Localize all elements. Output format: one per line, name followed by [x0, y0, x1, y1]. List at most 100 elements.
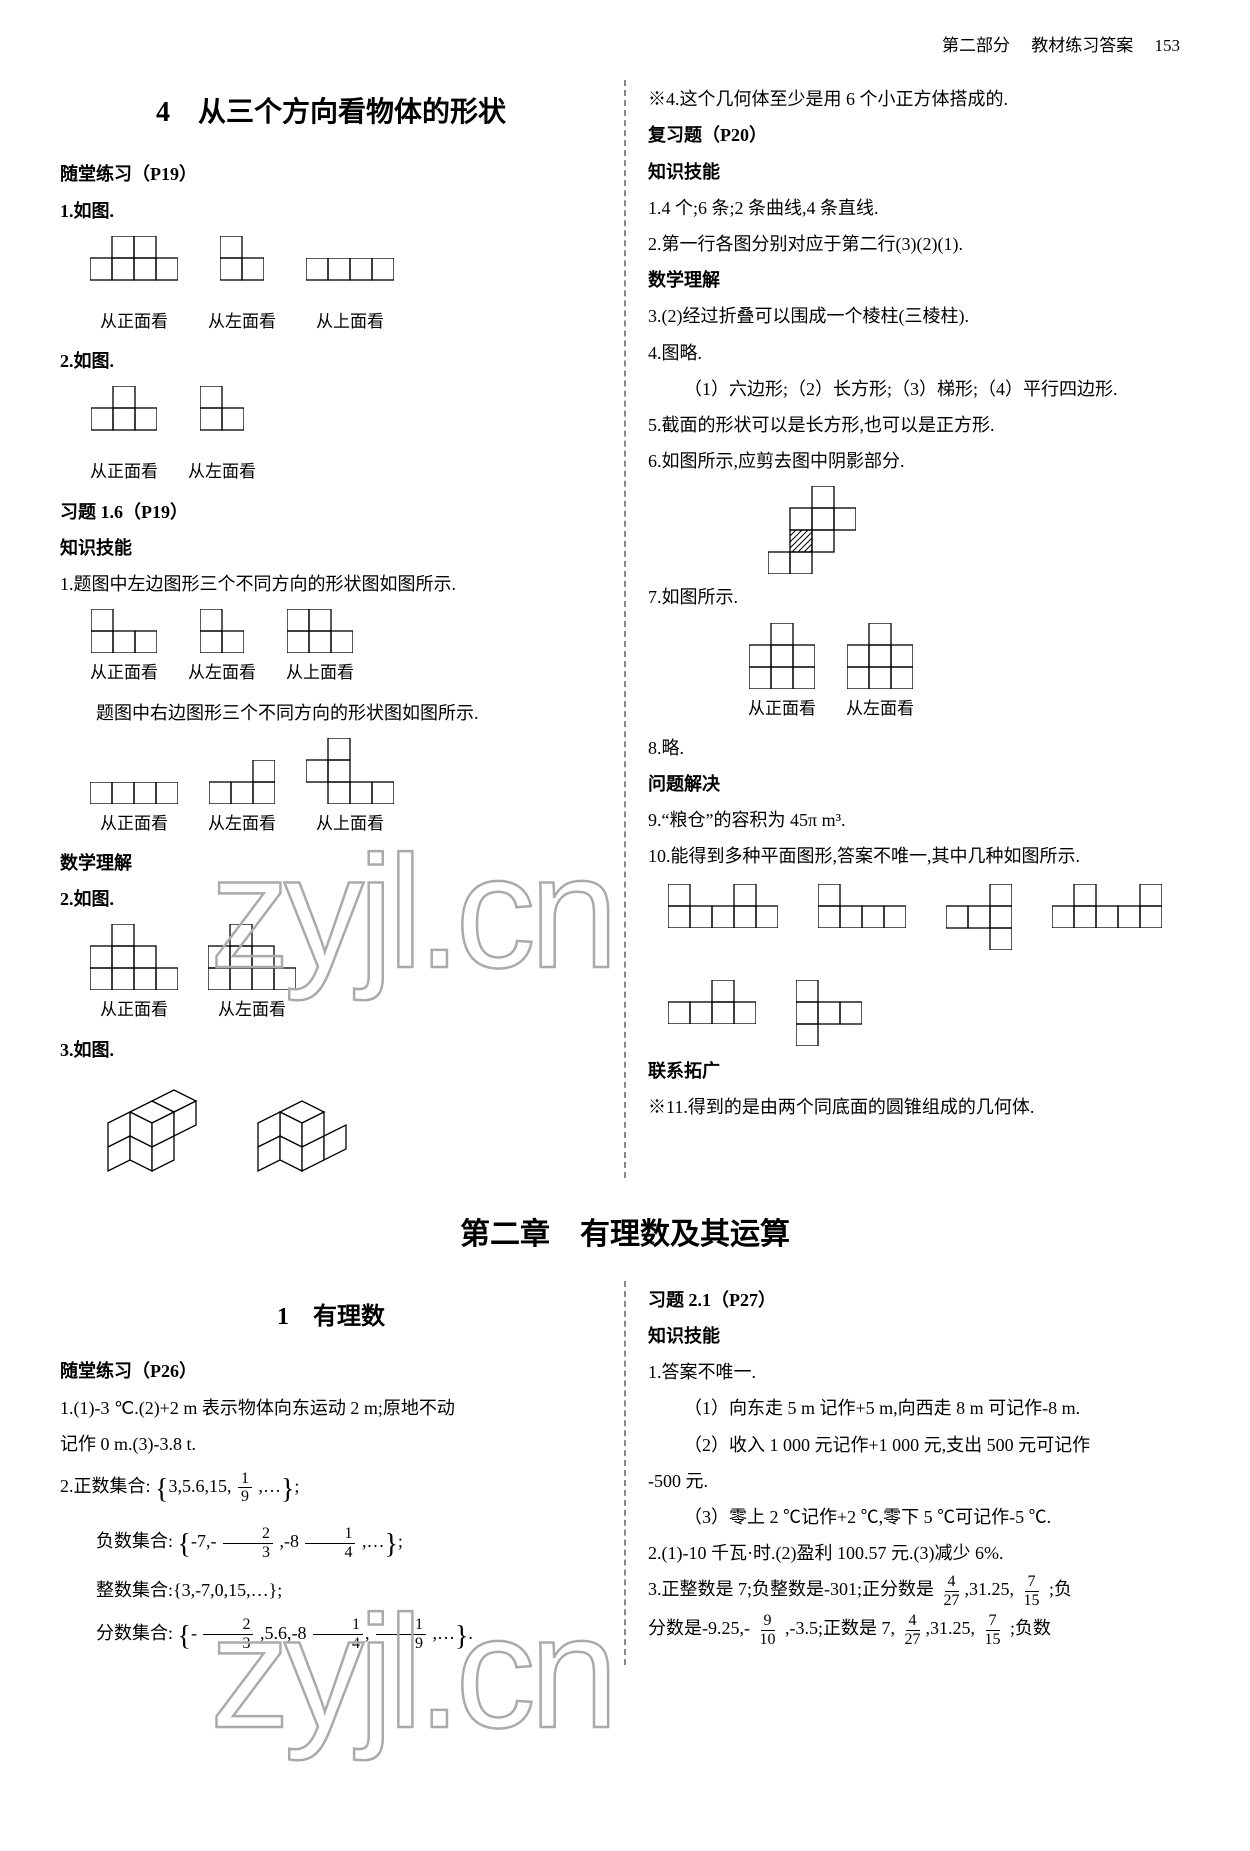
ex16-q1b-figs: 从正面看 从左面看 从上面看	[90, 738, 602, 840]
grid-shape	[847, 623, 913, 689]
grid-shape	[796, 980, 862, 1046]
s3q3-figs	[100, 1077, 602, 1172]
header-pagenum: 153	[1155, 36, 1181, 55]
review-q10: 10.能得到多种平面图形,答案不唯一,其中几种如图所示.	[648, 839, 1190, 873]
problem-solving: 问题解决	[648, 767, 1190, 801]
grid-shape	[768, 486, 856, 574]
cap-front: 从正面看	[90, 657, 158, 689]
review-q7: 7.如图所示.	[648, 580, 1190, 614]
grid-shape	[91, 386, 157, 452]
b-sub: 1 有理数	[60, 1295, 602, 1341]
q3a-text: 3.正整数是 7;负整数是-301;正分数是	[648, 1579, 934, 1599]
header-part: 第二部分	[942, 36, 1010, 55]
grid-shape	[306, 738, 394, 804]
q3b-text: ;负	[1049, 1579, 1072, 1599]
frac-n: 1	[238, 1470, 252, 1489]
review-heading: 知识技能	[648, 155, 1190, 189]
b-q2-pos: 2.正数集合: {3,5.6,15, 19 ,…};	[60, 1463, 602, 1516]
cap-front: 从正面看	[90, 456, 158, 488]
grid-shape	[90, 924, 178, 990]
ex16-q1b: 题图中右边图形三个不同方向的形状图如图所示.	[60, 696, 602, 730]
chapter-b-columns: 1 有理数 随堂练习（P26） 1.(1)-3 ℃.(2)+2 m 表示物体向东…	[60, 1281, 1190, 1665]
grid-shape	[200, 609, 244, 653]
chapter-b-title: 第二章 有理数及其运算	[60, 1206, 1190, 1263]
grid-shape	[749, 623, 815, 689]
chapter-a-title: 4 从三个方向看物体的形状	[60, 86, 602, 139]
cube-iso	[250, 1077, 360, 1172]
math-understand: 数学理解	[60, 846, 602, 880]
neg-prefix: 负数集合:	[96, 1531, 173, 1551]
s3q2-figs: 从正面看 从左面看	[90, 924, 602, 1026]
grid-shape	[200, 386, 244, 452]
q2-prefix: 2.正数集合:	[60, 1476, 151, 1496]
b-q2: 2.(1)-10 千瓦·时.(2)盈利 100.57 元.(3)减少 6%.	[648, 1536, 1190, 1570]
grid-shape	[90, 236, 178, 302]
ex16-q1: 1.题图中左边图形三个不同方向的形状图如图所示.	[60, 567, 602, 601]
review-q11: ※11.得到的是由两个同底面的圆锥组成的几何体.	[648, 1090, 1190, 1124]
b-left: 1 有理数 随堂练习（P26） 1.(1)-3 ℃.(2)+2 m 表示物体向东…	[60, 1281, 624, 1665]
q2-figures: 从正面看 从左面看	[90, 386, 602, 488]
grid-shape	[208, 924, 296, 990]
cap-left: 从左面看	[846, 693, 914, 725]
q6-fig	[768, 486, 1190, 574]
s3-q3: 3.如图.	[60, 1033, 602, 1067]
q2-text: 2.如图.	[60, 344, 602, 378]
link-expand: 联系拓广	[648, 1054, 1190, 1088]
b-ex21: 习题 2.1（P27）	[648, 1283, 1190, 1317]
grid-shape	[209, 760, 275, 804]
frac-d: 9	[238, 1488, 252, 1506]
b-heading: 知识技能	[648, 1319, 1190, 1353]
right-column: ※4.这个几何体至少是用 6 个小正方体搭成的. 复习题（P20） 知识技能 1…	[624, 80, 1190, 1178]
b-q1b: （2）收入 1 000 元记作+1 000 元,支出 500 元可记作	[648, 1428, 1190, 1462]
cap-left: 从左面看	[208, 808, 276, 840]
cap-front: 从正面看	[100, 994, 168, 1026]
b-q1b2: -500 元.	[648, 1464, 1190, 1498]
grid-shape	[668, 980, 756, 1024]
review-q2: 2.第一行各图分别对应于第二行(3)(2)(1).	[648, 227, 1190, 261]
cap-top: 从上面看	[286, 657, 354, 689]
practice-label: 随堂练习（P19）	[60, 157, 602, 191]
grid-shape	[91, 609, 157, 653]
review-q6: 6.如图所示,应剪去图中阴影部分.	[648, 444, 1190, 478]
cap-left: 从左面看	[218, 994, 286, 1026]
q7-figs: 从正面看 从左面看	[748, 623, 1190, 725]
s3-q2: 2.如图.	[60, 882, 602, 916]
review-q4b: （1）六边形;（2）长方形;（3）梯形;（4）平行四边形.	[648, 372, 1190, 406]
q3d-text: ,-3.5;正数是 7,	[785, 1618, 895, 1638]
cap-front: 从正面看	[748, 693, 816, 725]
q1-text: 1.如图.	[60, 194, 602, 228]
b-practice: 随堂练习（P26）	[60, 1354, 602, 1388]
b-q2-int: 整数集合:{3,-7,0,15,…};	[60, 1573, 602, 1607]
r-q4: ※4.这个几何体至少是用 6 个小正方体搭成的.	[648, 82, 1190, 116]
grid-shape	[287, 609, 353, 653]
review-q8: 8.略.	[648, 731, 1190, 765]
chapter-a-columns: 4 从三个方向看物体的形状 随堂练习（P19） 1.如图. 从正面看 从左面看	[60, 80, 1190, 1178]
cap-top: 从上面看	[316, 808, 384, 840]
cube-iso	[100, 1077, 210, 1172]
b-q2-neg: 负数集合: {-7,- 23 ,-8 14 ,…};	[60, 1518, 602, 1571]
review-q5: 5.截面的形状可以是长方形,也可以是正方形.	[648, 408, 1190, 442]
left-column: 4 从三个方向看物体的形状 随堂练习（P19） 1.如图. 从正面看 从左面看	[60, 80, 624, 1178]
ex16-q1-figs: 从正面看 从左面看 从上面看	[90, 609, 602, 689]
q10-figs	[668, 884, 1190, 1046]
grid-shape	[946, 884, 1012, 950]
cap-top: 从上面看	[316, 306, 384, 338]
frac-prefix: 分数集合:	[96, 1623, 173, 1643]
review-heading2: 数学理解	[648, 263, 1190, 297]
b-q3c: 分数是-9.25,- 910 ,-3.5;正数是 7, 427,31.25, 7…	[648, 1611, 1190, 1648]
b-right: 习题 2.1（P27） 知识技能 1.答案不唯一. （1）向东走 5 m 记作+…	[624, 1281, 1190, 1665]
q3e-text: ;负数	[1010, 1618, 1051, 1638]
cap-left: 从左面看	[188, 456, 256, 488]
review-q9: 9.“粮仓”的容积为 45π m³.	[648, 803, 1190, 837]
grid-shape	[818, 884, 906, 928]
header-label: 教材练习答案	[1031, 36, 1133, 55]
grid-shape	[668, 884, 778, 928]
ex16-heading: 知识技能	[60, 531, 602, 565]
q3c-text: 分数是-9.25,	[648, 1618, 744, 1638]
cap-left: 从左面看	[188, 657, 256, 689]
b-q3a: 3.正整数是 7;负整数是-301;正分数是 427,31.25, 715 ;负	[648, 1572, 1190, 1609]
cap-front: 从正面看	[100, 808, 168, 840]
cap-front: 从正面看	[100, 306, 168, 338]
review-q4: 4.图略.	[648, 336, 1190, 370]
b-q1c: （3）零上 2 ℃记作+2 ℃,零下 5 ℃可记作-5 ℃.	[648, 1500, 1190, 1534]
